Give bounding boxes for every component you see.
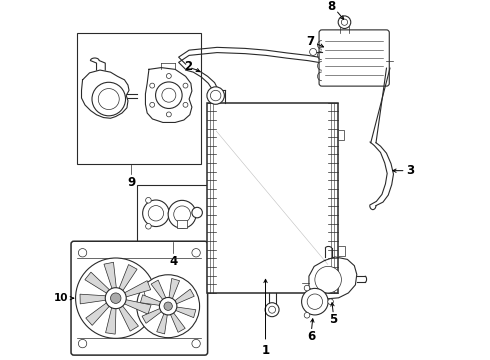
Text: 1: 1 (262, 344, 270, 357)
Circle shape (168, 211, 174, 216)
Polygon shape (104, 262, 117, 290)
Polygon shape (142, 308, 163, 323)
Text: 4: 4 (169, 255, 177, 268)
Polygon shape (173, 289, 194, 305)
Text: 5: 5 (329, 313, 338, 326)
Circle shape (167, 112, 172, 117)
Circle shape (301, 288, 328, 315)
Circle shape (310, 49, 317, 55)
Bar (177, 220, 187, 228)
Circle shape (78, 248, 87, 257)
Circle shape (164, 302, 172, 310)
Polygon shape (170, 311, 185, 332)
Text: 9: 9 (127, 176, 136, 189)
Circle shape (155, 82, 182, 108)
Text: 7: 7 (307, 35, 315, 48)
Circle shape (207, 87, 224, 104)
Circle shape (174, 206, 191, 223)
Circle shape (304, 285, 310, 291)
Circle shape (78, 339, 87, 348)
Polygon shape (141, 295, 162, 306)
Circle shape (98, 89, 119, 109)
Circle shape (75, 258, 156, 338)
Circle shape (137, 275, 199, 338)
Circle shape (92, 82, 125, 116)
Circle shape (146, 198, 151, 203)
Circle shape (148, 206, 164, 221)
Polygon shape (157, 312, 168, 334)
Circle shape (304, 312, 310, 318)
Bar (338, 130, 344, 140)
Circle shape (192, 248, 200, 257)
Polygon shape (169, 279, 179, 300)
Bar (207, 103, 338, 293)
Circle shape (162, 88, 176, 102)
Polygon shape (86, 302, 110, 325)
Circle shape (338, 16, 351, 28)
Polygon shape (85, 272, 111, 294)
Text: 10: 10 (54, 293, 69, 303)
Circle shape (307, 294, 322, 309)
Bar (338, 246, 344, 256)
Circle shape (210, 90, 221, 101)
Circle shape (105, 288, 126, 309)
Circle shape (192, 339, 200, 348)
Polygon shape (80, 294, 107, 304)
Bar (77, 33, 201, 164)
Text: 3: 3 (406, 164, 414, 177)
Polygon shape (151, 280, 167, 301)
Polygon shape (123, 281, 151, 297)
Text: 8: 8 (327, 0, 335, 13)
Circle shape (150, 102, 155, 107)
FancyBboxPatch shape (71, 241, 208, 355)
Polygon shape (105, 306, 116, 334)
FancyBboxPatch shape (319, 30, 389, 86)
Circle shape (146, 224, 151, 229)
Circle shape (150, 83, 155, 88)
Circle shape (111, 293, 121, 303)
Polygon shape (123, 300, 151, 314)
Circle shape (192, 207, 202, 218)
Circle shape (183, 83, 188, 88)
Polygon shape (118, 305, 139, 331)
Text: 2: 2 (184, 60, 193, 73)
Polygon shape (119, 265, 137, 292)
Circle shape (265, 303, 279, 317)
Circle shape (328, 299, 333, 305)
Circle shape (342, 19, 347, 25)
Polygon shape (174, 307, 196, 318)
Circle shape (143, 200, 169, 226)
Circle shape (315, 266, 342, 293)
Circle shape (183, 102, 188, 107)
Circle shape (167, 73, 172, 78)
Bar (137, 185, 208, 242)
Circle shape (168, 201, 196, 228)
Circle shape (159, 297, 177, 315)
Text: 6: 6 (307, 330, 316, 343)
Circle shape (269, 306, 275, 313)
